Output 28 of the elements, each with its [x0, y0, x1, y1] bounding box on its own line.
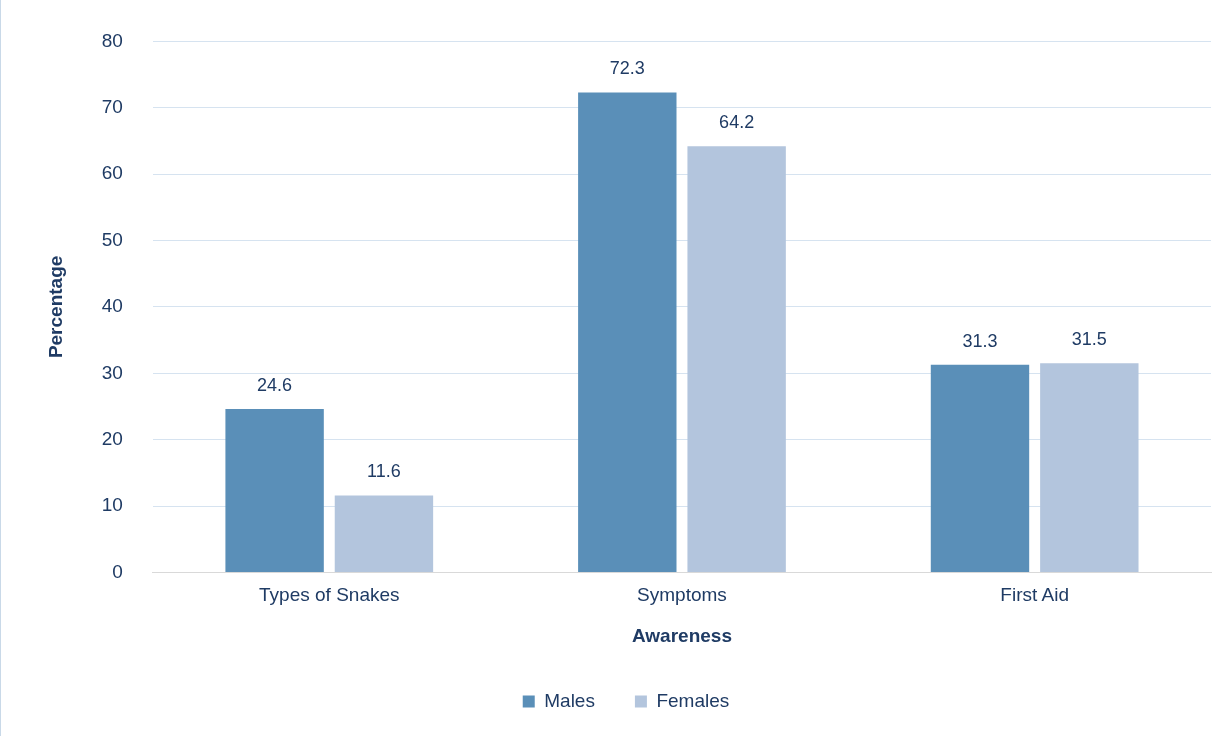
y-tick-label: 40 — [101, 295, 123, 317]
y-tick-label: 50 — [101, 228, 123, 250]
legend-label: Males — [544, 689, 595, 711]
x-tick-label: Types of Snakes — [259, 584, 400, 606]
bar — [225, 409, 324, 572]
x-tick-label: Symptoms — [637, 584, 727, 606]
y-tick-label: 80 — [101, 29, 123, 51]
bar — [687, 146, 786, 572]
data-label: 72.3 — [609, 58, 645, 79]
bar — [1040, 363, 1139, 572]
x-tick-label: First Aid — [1000, 584, 1069, 606]
data-label: 31.3 — [962, 330, 998, 351]
y-axis-title: Percentage — [44, 255, 66, 359]
bar — [578, 92, 677, 572]
x-axis-title: Awareness — [631, 624, 732, 646]
bar — [334, 495, 434, 572]
y-tick-label: 60 — [101, 162, 123, 184]
data-label: 11.6 — [367, 461, 401, 482]
y-tick-label: 20 — [101, 427, 123, 449]
bar — [930, 364, 1030, 572]
y-tick-label: 10 — [101, 494, 123, 516]
y-tick-label: 30 — [101, 361, 123, 383]
legend-label: Females — [656, 689, 730, 711]
data-label: 64.2 — [719, 112, 755, 133]
y-tick-label: 0 — [112, 560, 123, 582]
y-tick-label: 70 — [101, 96, 123, 118]
data-label: 24.6 — [257, 375, 293, 396]
data-label: 31.5 — [1071, 329, 1107, 350]
